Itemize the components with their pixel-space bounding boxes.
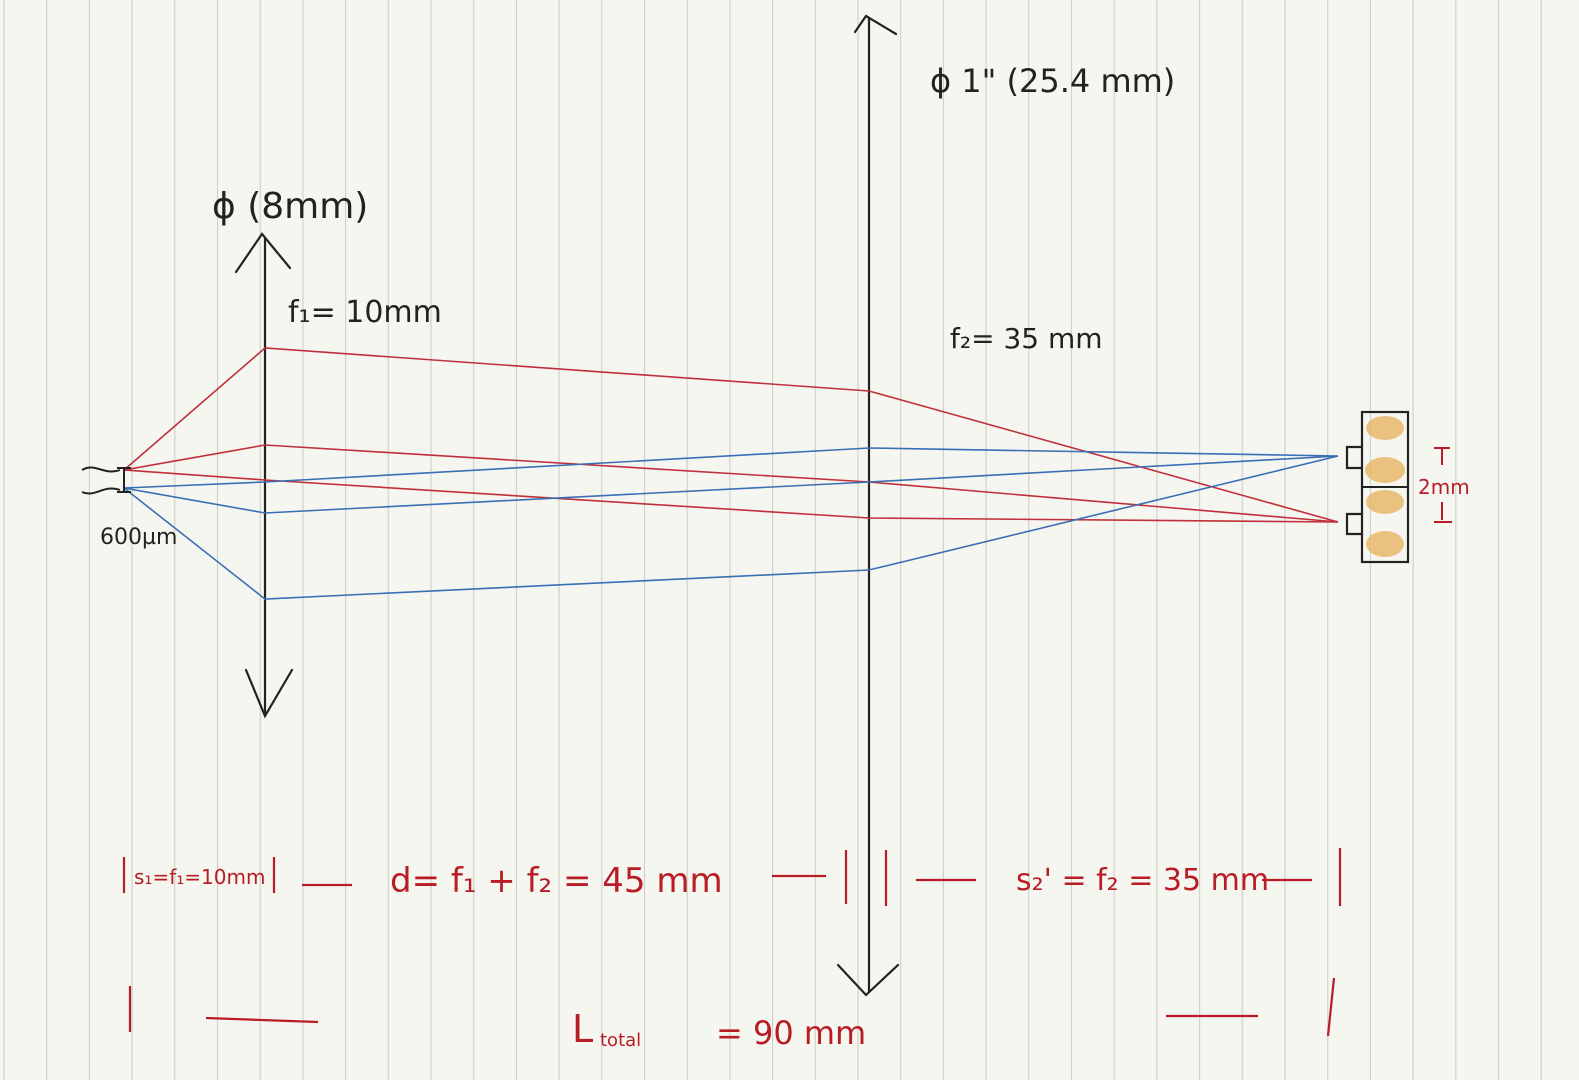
dim-total-dash-left	[205, 1016, 319, 1024]
detector-pixel-4	[1366, 531, 1404, 557]
dim-total-subscript: total	[600, 1030, 641, 1051]
detector-pin-bottom	[1345, 512, 1361, 536]
source-fiber	[81, 466, 131, 495]
red-ray-marginal-top	[123, 347, 1339, 523]
image-size-dimension	[1434, 447, 1452, 523]
dimension-row-2	[128, 977, 1336, 1037]
detector	[1345, 410, 1452, 564]
source-size-label: 600µm	[100, 525, 177, 550]
detector-pixel-2	[1365, 457, 1405, 483]
red-ray-chief	[123, 444, 1339, 523]
lens-1-top-arrow-icon	[234, 232, 292, 274]
dimension-row-1	[122, 848, 1342, 906]
dim-total-end-bar	[1326, 977, 1336, 1037]
lens-1	[234, 232, 294, 719]
lens-1-diameter-label: ϕ (8mm)	[212, 186, 368, 227]
lens-2-focal-label: f₂= 35 mm	[950, 322, 1103, 355]
blue-ray-chief	[123, 455, 1339, 514]
detector-pin-top	[1345, 445, 1361, 470]
lens-2	[836, 14, 900, 997]
detector-pixel-3	[1366, 490, 1404, 514]
blue-ray-marginal-bottom	[123, 455, 1339, 600]
source-fiber-top-edge	[81, 466, 121, 473]
detector-pixel-1	[1366, 416, 1404, 440]
dim-s2p-label: s₂' = f₂ = 35 mm	[1016, 863, 1269, 898]
dim-s1-label: s₁=f₁=10mm	[134, 865, 265, 889]
dim-total-value: = 90 mm	[716, 1014, 866, 1052]
source-fiber-bottom-edge	[81, 487, 121, 495]
dim-d-label: d= f₁ + f₂ = 45 mm	[390, 861, 723, 901]
lens-1-bottom-arrow-icon	[244, 668, 294, 719]
lens-2-top-arrow-icon	[853, 14, 898, 36]
red-ray-marginal-bottom	[123, 469, 1339, 523]
blue-ray-bundle	[123, 447, 1339, 600]
lens-1-focal-label: f₁= 10mm	[288, 295, 442, 330]
image-size-label: 2mm	[1418, 475, 1470, 499]
lens-2-bottom-arrow-icon	[836, 963, 900, 997]
notebook-grid-lines	[3, 0, 1542, 1080]
lens-2-diameter-label: ϕ 1" (25.4 mm)	[930, 62, 1175, 100]
blue-ray-marginal-top	[123, 447, 1339, 489]
dim-total-letter: L	[572, 1007, 593, 1051]
red-ray-bundle	[123, 347, 1339, 523]
